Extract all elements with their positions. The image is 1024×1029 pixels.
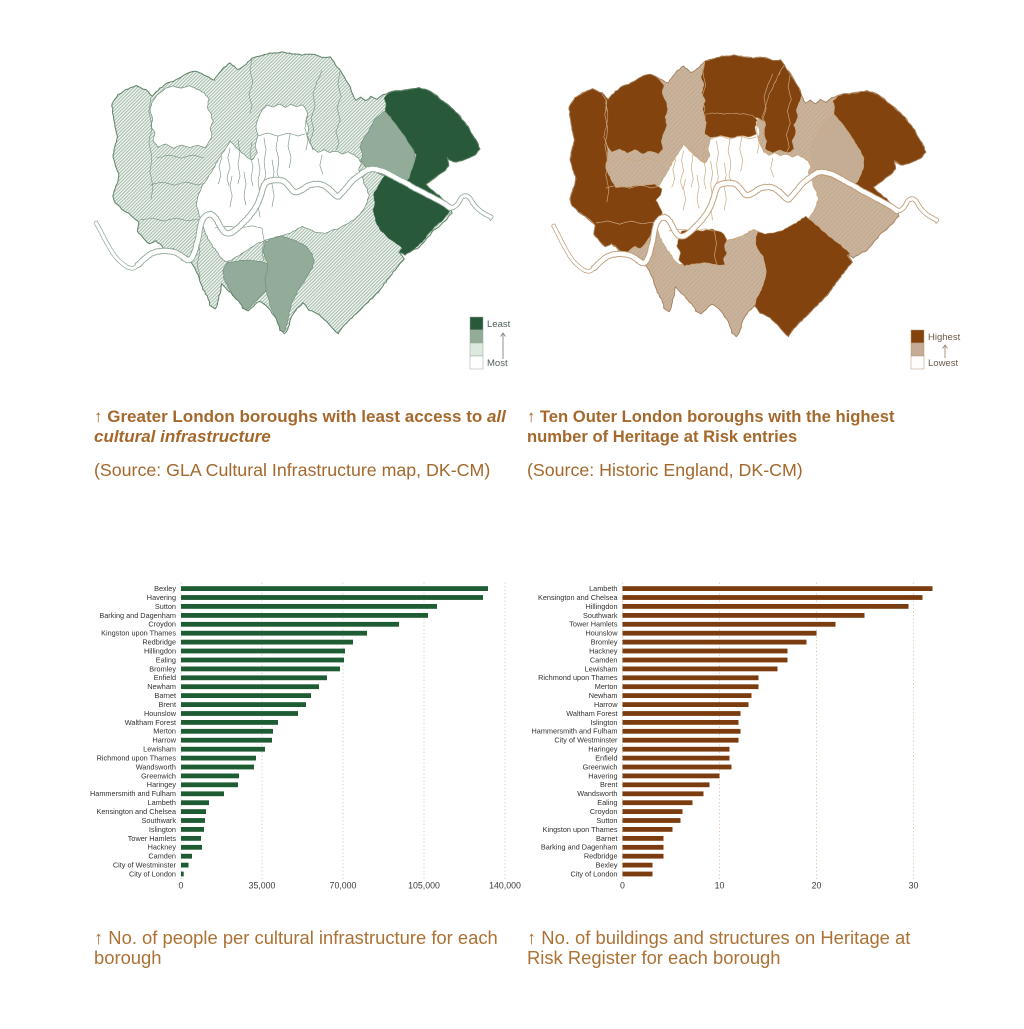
svg-text:Kingston upon Thames: Kingston upon Thames <box>101 629 176 638</box>
svg-text:35,000: 35,000 <box>249 881 276 891</box>
svg-text:Richmond upon Thames: Richmond upon Thames <box>97 754 177 763</box>
svg-text:Barking and Dagenham: Barking and Dagenham <box>99 611 176 620</box>
svg-text:Islington: Islington <box>590 718 617 727</box>
svg-text:Hammersmith and Fulham: Hammersmith and Fulham <box>532 727 618 736</box>
svg-text:Risk Register for each borough: Risk Register for each borough <box>527 947 781 968</box>
svg-text:(Source: Historic England, DK-: (Source: Historic England, DK-CM) <box>527 460 803 480</box>
svg-text:10: 10 <box>715 881 725 891</box>
svg-text:Wandsworth: Wandsworth <box>136 762 176 771</box>
svg-text:Haringey: Haringey <box>147 780 177 789</box>
svg-text:Enfield: Enfield <box>154 673 176 682</box>
svg-text:Lewisham: Lewisham <box>143 745 176 754</box>
svg-text:Waltham Forest: Waltham Forest <box>566 709 617 718</box>
svg-text:Tower Hamlets: Tower Hamlets <box>128 834 177 843</box>
svg-text:Hammersmith and Fulham: Hammersmith and Fulham <box>90 789 176 798</box>
svg-text:↑ No. of people per cultural i: ↑ No. of people per cultural infrastruct… <box>94 927 498 948</box>
svg-text:Bexley: Bexley <box>596 861 618 870</box>
svg-text:Haringey: Haringey <box>588 745 618 754</box>
svg-text:Ealing: Ealing <box>597 798 617 807</box>
svg-text:Ealing: Ealing <box>156 655 176 664</box>
svg-text:Lewisham: Lewisham <box>585 664 618 673</box>
svg-text:Harrow: Harrow <box>152 736 176 745</box>
svg-text:Tower Hamlets: Tower Hamlets <box>569 620 618 629</box>
svg-text:Havering: Havering <box>147 593 176 602</box>
svg-text:City of Westminster: City of Westminster <box>113 861 177 870</box>
svg-text:Havering: Havering <box>588 771 617 780</box>
svg-text:Kingston upon Thames: Kingston upon Thames <box>543 825 618 834</box>
svg-text:↑ Greater London boroughs with: ↑ Greater London boroughs with least acc… <box>94 407 507 426</box>
svg-text:↑ No. of buildings and structu: ↑ No. of buildings and structures on Her… <box>527 927 910 948</box>
svg-text:↑ Ten Outer London boroughs wi: ↑ Ten Outer London boroughs with the hig… <box>527 407 895 426</box>
svg-text:Hounslow: Hounslow <box>585 629 618 638</box>
svg-text:Barking and Dagenham: Barking and Dagenham <box>541 843 618 852</box>
svg-text:105,000: 105,000 <box>408 881 440 891</box>
svg-text:Redbridge: Redbridge <box>584 852 618 861</box>
svg-text:Brent: Brent <box>600 780 617 789</box>
svg-text:Bexley: Bexley <box>154 584 176 593</box>
svg-text:Lowest: Lowest <box>928 358 958 369</box>
svg-text:Lambeth: Lambeth <box>589 584 617 593</box>
svg-text:Wandsworth: Wandsworth <box>577 789 617 798</box>
svg-text:Newham: Newham <box>589 691 618 700</box>
svg-text:Hillingdon: Hillingdon <box>144 646 176 655</box>
svg-text:Waltham Forest: Waltham Forest <box>125 718 176 727</box>
svg-text:Hackney: Hackney <box>589 646 618 655</box>
svg-text:70,000: 70,000 <box>330 881 357 891</box>
svg-text:Greenwich: Greenwich <box>583 762 618 771</box>
svg-text:Least: Least <box>487 319 511 330</box>
svg-text:0: 0 <box>179 881 184 891</box>
svg-text:Barnet: Barnet <box>155 691 177 700</box>
svg-text:0: 0 <box>620 881 625 891</box>
svg-text:Hackney: Hackney <box>148 843 177 852</box>
svg-text:30: 30 <box>909 881 919 891</box>
svg-text:City of Westminster: City of Westminster <box>554 736 618 745</box>
svg-text:Hounslow: Hounslow <box>144 709 177 718</box>
svg-text:Camden: Camden <box>590 655 618 664</box>
svg-text:City of London: City of London <box>129 869 176 878</box>
svg-text:Southwark: Southwark <box>583 611 618 620</box>
svg-text:Southwark: Southwark <box>142 816 177 825</box>
svg-text:Merton: Merton <box>153 727 176 736</box>
svg-text:Merton: Merton <box>595 682 618 691</box>
svg-text:20: 20 <box>812 881 822 891</box>
svg-text:number of Heritage at Risk ent: number of Heritage at Risk entries <box>527 427 797 446</box>
svg-text:Sutton: Sutton <box>155 602 176 611</box>
svg-text:Lambeth: Lambeth <box>148 798 176 807</box>
svg-text:Islington: Islington <box>149 825 176 834</box>
svg-text:Croydon: Croydon <box>590 807 618 816</box>
svg-text:Highest: Highest <box>928 332 961 343</box>
svg-text:Barnet: Barnet <box>596 834 618 843</box>
svg-text:Richmond upon Thames: Richmond upon Thames <box>538 673 618 682</box>
svg-text:Brent: Brent <box>159 700 176 709</box>
svg-text:Croydon: Croydon <box>148 620 176 629</box>
svg-text:140,000: 140,000 <box>489 881 521 891</box>
svg-text:Bromley: Bromley <box>591 638 618 647</box>
svg-text:Greenwich: Greenwich <box>141 771 176 780</box>
svg-text:Kensington and Chelsea: Kensington and Chelsea <box>538 593 618 602</box>
svg-text:Bromley: Bromley <box>149 664 176 673</box>
svg-text:borough: borough <box>94 947 162 968</box>
svg-text:Harrow: Harrow <box>594 700 618 709</box>
svg-text:cultural infrastructure: cultural infrastructure <box>94 427 271 446</box>
svg-text:Enfield: Enfield <box>595 754 617 763</box>
svg-text:Hillingdon: Hillingdon <box>585 602 617 611</box>
svg-text:Kensington and Chelsea: Kensington and Chelsea <box>96 807 176 816</box>
svg-text:Most: Most <box>487 358 508 369</box>
svg-text:Sutton: Sutton <box>596 816 617 825</box>
svg-text:Camden: Camden <box>148 852 176 861</box>
svg-text:Newham: Newham <box>147 682 176 691</box>
svg-text:Redbridge: Redbridge <box>142 638 176 647</box>
svg-text:(Source: GLA Cultural Infrastr: (Source: GLA Cultural Infrastructure map… <box>94 460 490 480</box>
svg-text:City of London: City of London <box>570 869 617 878</box>
